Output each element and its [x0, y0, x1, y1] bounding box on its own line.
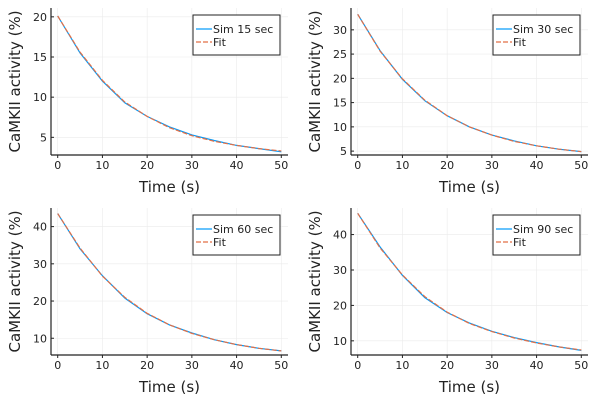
y-tick-label: 20 — [333, 72, 347, 85]
x-tick-label: 20 — [440, 159, 454, 172]
x-tick-label: 30 — [185, 159, 199, 172]
legend-box — [192, 14, 281, 56]
x-tick-label: 10 — [95, 159, 109, 172]
x-tick-label: 10 — [95, 359, 109, 372]
x-tick-label: 20 — [140, 359, 154, 372]
x-tick-label: 40 — [230, 359, 244, 372]
y-tick-label: 30 — [333, 24, 347, 37]
legend-label: Fit — [513, 236, 527, 249]
y-axis-label: CaMKII activity (%) — [306, 10, 324, 152]
subplot-1: 0 10 20 30 40 50 5 10 15 20 Time (s) CaMKII activit… — [6, 8, 288, 196]
legend-box — [492, 14, 581, 56]
y-axis-label: CaMKII activity (%) — [6, 210, 24, 352]
y-tick-label: 40 — [333, 229, 347, 242]
legend-label: Fit — [213, 236, 227, 249]
y-tick-label: 5 — [40, 131, 47, 144]
y-tick-label: 15 — [33, 51, 47, 64]
subplot-2: 0 10 20 30 40 50 5 10 15 20 25 30 Time (s) CaMKII act… — [306, 8, 588, 196]
y-tick-label: 30 — [33, 258, 47, 271]
x-tick-label: 20 — [440, 359, 454, 372]
x-tick-label: 30 — [485, 159, 499, 172]
legend-label: Fit — [213, 36, 227, 49]
x-tick-label: 40 — [530, 159, 544, 172]
x-tick-label: 30 — [185, 359, 199, 372]
x-tick-label: 0 — [354, 359, 361, 372]
legend-label: Sim 90 sec — [513, 223, 573, 236]
x-tick-label: 50 — [574, 359, 588, 372]
y-tick-label: 20 — [333, 299, 347, 312]
x-tick-label: 50 — [274, 159, 288, 172]
x-tick-label: 0 — [354, 159, 361, 172]
fit-line — [357, 212, 582, 351]
y-tick-label: 10 — [333, 335, 347, 348]
y-tick-label: 20 — [33, 295, 47, 308]
x-axis-label: Time (s) — [438, 378, 500, 396]
y-tick-label: 20 — [33, 11, 47, 24]
y-tick-label: 40 — [33, 221, 47, 234]
legend-label: Sim 60 sec — [213, 223, 273, 236]
legend-box — [492, 214, 581, 256]
y-tick-label: 10 — [33, 332, 47, 345]
x-tick-label: 40 — [230, 159, 244, 172]
x-tick-label: 10 — [395, 359, 409, 372]
y-tick-label: 30 — [333, 264, 347, 277]
subplot-4: 0 10 20 30 40 50 10 20 30 40 Time (s) CaMKII activi… — [306, 208, 588, 396]
x-tick-label: 0 — [54, 359, 61, 372]
y-tick-label: 10 — [33, 91, 47, 104]
x-axis-label: Time (s) — [138, 178, 200, 196]
y-axis-label: CaMKII activity (%) — [6, 10, 24, 152]
x-tick-label: 20 — [140, 159, 154, 172]
legend-label: Fit — [513, 36, 527, 49]
legend-label: Sim 15 sec — [213, 23, 273, 36]
subplot-3: 0 10 20 30 40 50 10 20 30 40 Time (s) CaMKII activi… — [6, 208, 288, 396]
x-tick-label: 40 — [530, 359, 544, 372]
x-axis-label: Time (s) — [138, 378, 200, 396]
fit-line — [57, 15, 282, 152]
x-tick-label: 10 — [395, 159, 409, 172]
x-tick-label: 50 — [274, 359, 288, 372]
y-tick-label: 10 — [333, 121, 347, 134]
x-tick-label: 0 — [54, 159, 61, 172]
legend-label: Sim 30 sec — [513, 23, 573, 36]
y-tick-label: 25 — [333, 48, 347, 61]
y-tick-label: 5 — [340, 145, 347, 158]
legend-box — [192, 214, 281, 256]
x-axis-label: Time (s) — [438, 178, 500, 196]
y-tick-label: 15 — [333, 97, 347, 110]
x-tick-label: 50 — [574, 159, 588, 172]
x-tick-label: 30 — [485, 359, 499, 372]
fit-line — [357, 13, 582, 153]
y-axis-label: CaMKII activity (%) — [306, 210, 324, 352]
fit-line — [57, 213, 282, 352]
